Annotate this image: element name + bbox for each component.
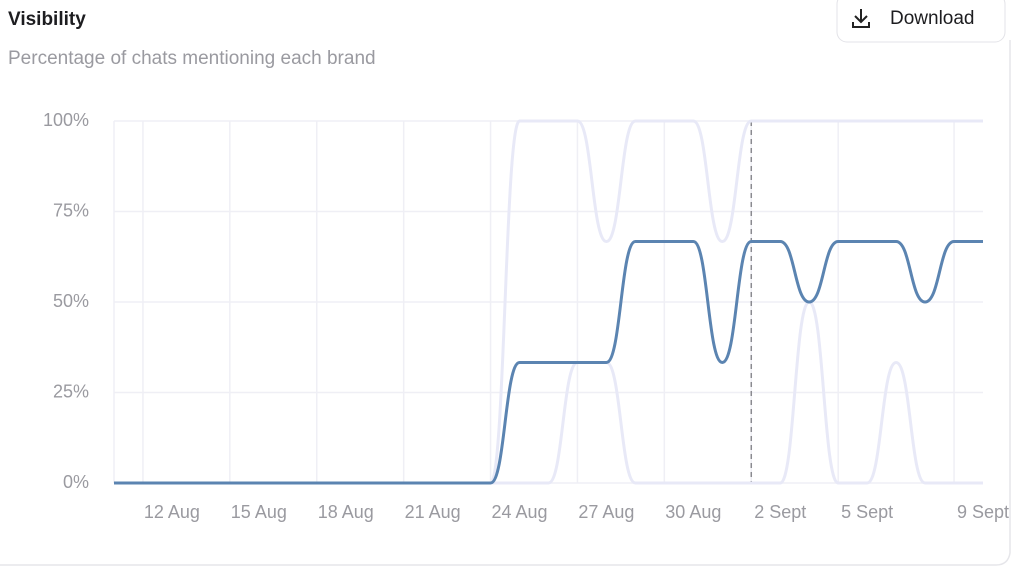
x-tick-label: 12 Aug — [144, 502, 200, 522]
card-border — [0, 40, 1011, 566]
x-tick-label: 24 Aug — [492, 502, 548, 522]
download-button[interactable]: Download — [836, 0, 1006, 43]
y-tick-label: 0% — [63, 472, 89, 492]
y-tick-label: 25% — [53, 381, 89, 401]
x-tick-label: 30 Aug — [665, 502, 721, 522]
chart-title: Visibility — [8, 9, 86, 30]
series-line — [113, 240, 983, 485]
button-frame[interactable] — [836, 0, 1006, 43]
x-tick-label: 5 Sept — [841, 502, 893, 522]
download-icon[interactable] — [852, 9, 870, 28]
x-tick-label: 21 Aug — [405, 502, 461, 522]
chart-subtitle: Percentage of chats mentioning each bran… — [8, 48, 376, 69]
y-tick-label: 100% — [43, 110, 89, 130]
x-tick-label: 18 Aug — [318, 502, 374, 522]
x-tick-label: 15 Aug — [231, 502, 287, 522]
x-tick-label: 9 Sept — [957, 502, 1009, 522]
button-label[interactable]: Download — [890, 8, 975, 29]
x-tick-label: 27 Aug — [578, 502, 634, 522]
plot: 0% 25% 50% 75% 100% 12 Aug 15 Aug 18 Aug 21 Aug 2… — [43, 110, 1009, 522]
y-tick-label: 75% — [53, 200, 89, 220]
x-tick-label: 2 Sept — [754, 502, 806, 522]
y-tick-label: 50% — [53, 291, 89, 311]
